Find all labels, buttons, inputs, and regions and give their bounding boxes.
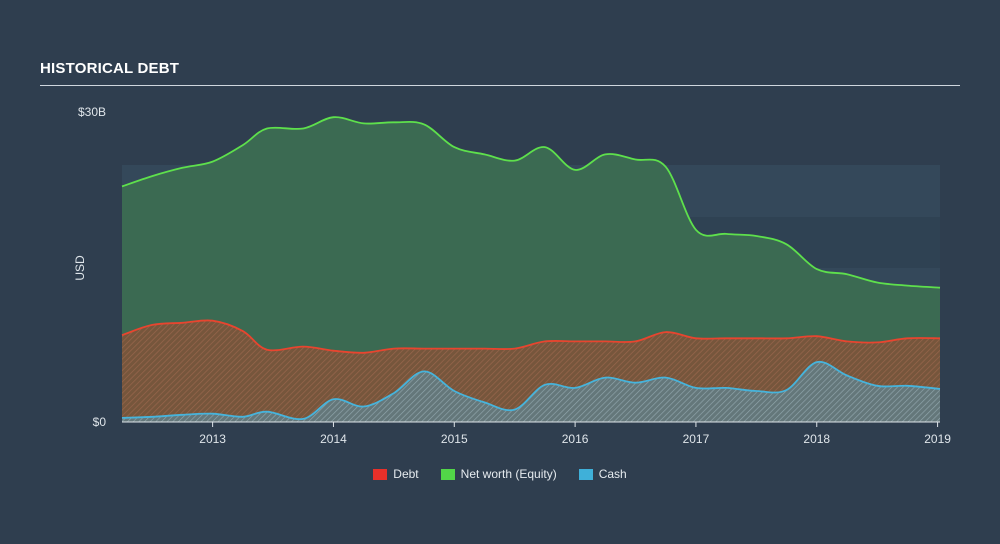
series-lines [121,116,941,421]
x-tick-label: 2016 [562,432,589,446]
line-equity [121,116,941,289]
legend: Debt Net worth (Equity) Cash [0,467,1000,481]
title-divider [40,85,960,86]
legend-label-cash: Cash [598,467,627,481]
x-tick-label: 2013 [199,432,226,446]
axes: 2013 2014 2015 2016 2017 2018 2019 $0 $30B USD [73,105,951,446]
x-tick-label: 2019 [924,432,951,446]
legend-item-cash[interactable]: Cash [578,467,627,481]
legend-item-equity[interactable]: Net worth (Equity) [440,467,557,481]
series-areas [122,117,940,422]
legend-label-debt: Debt [393,467,419,481]
legend-swatch-equity [440,468,455,480]
x-tick-label: 2015 [441,432,468,446]
line-cash [121,360,941,421]
x-tick-label: 2017 [683,432,710,446]
x-tick-label: 2018 [803,432,830,446]
y-tick-label-max: $30B [78,105,106,119]
chart-title: HISTORICAL DEBT [40,60,180,77]
legend-swatch-cash [578,468,593,480]
legend-swatch-debt [373,468,388,480]
y-axis-title: USD [73,255,87,281]
area-cash [122,361,940,422]
x-tick-label: 2014 [320,432,347,446]
line-debt [121,319,941,354]
y-tick-label-min: $0 [93,415,107,429]
legend-item-debt[interactable]: Debt [373,467,419,481]
legend-label-equity: Net worth (Equity) [460,467,557,481]
